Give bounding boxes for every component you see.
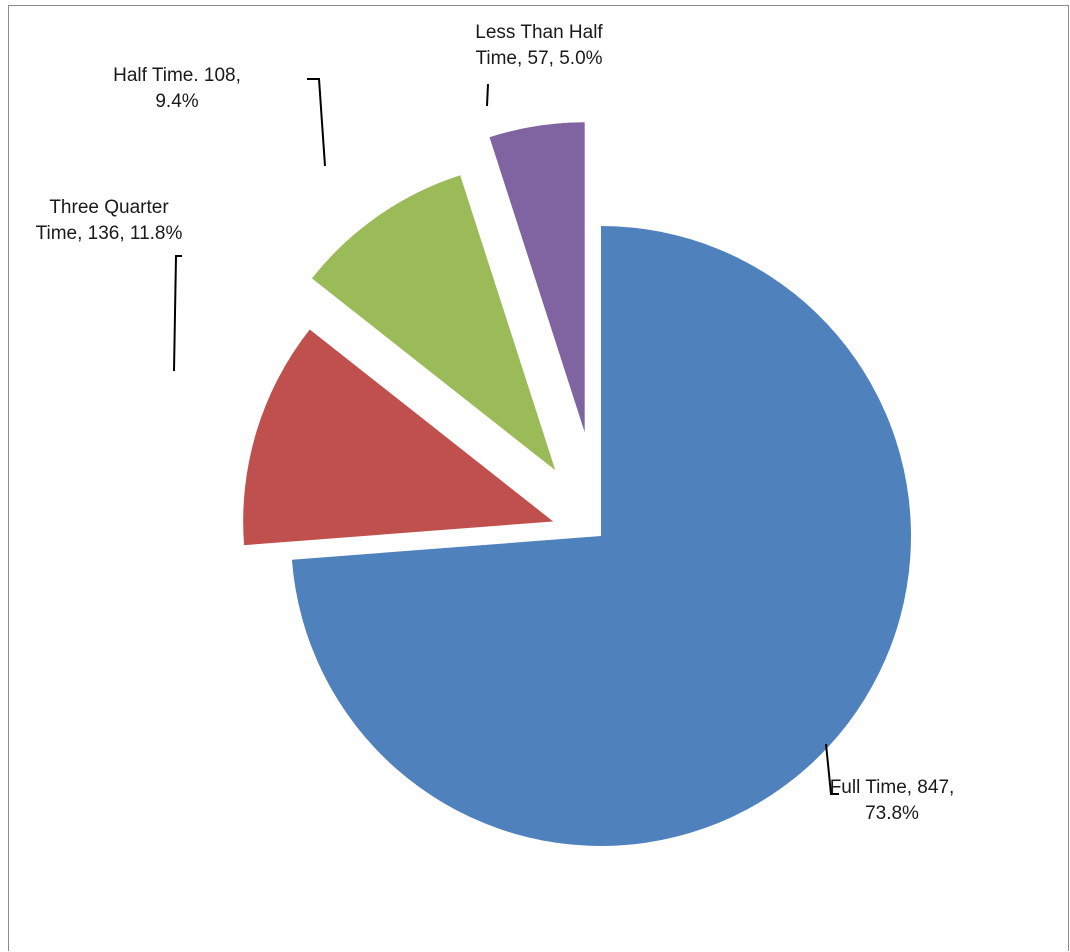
pie-slice-three-quarter-time bbox=[243, 329, 554, 546]
data-label-line: Time, 57, 5.0% bbox=[475, 48, 602, 69]
data-label-line: Time, 136, 11.8% bbox=[36, 223, 183, 244]
data-label-half-time: Half Time. 108, 9.4% bbox=[113, 65, 241, 112]
leader-line-three-quarter-time bbox=[173, 255, 182, 372]
data-label-line: Less Than Half bbox=[475, 22, 603, 43]
leader-line-less-than-half-time bbox=[486, 83, 489, 107]
leader-line-half-time bbox=[307, 78, 326, 167]
data-label-full-time: Full Time, 847, 73.8% bbox=[830, 777, 955, 824]
data-label-line: 73.8% bbox=[865, 803, 919, 824]
data-label-less-than-half-time: Less Than Half Time, 57, 5.0% bbox=[475, 22, 603, 69]
data-label-line: 9.4% bbox=[155, 91, 198, 112]
pie-slice-less-than-half-time bbox=[489, 122, 585, 433]
chart-area: Full Time, 847, 73.8% Three Quarter Time, 1… bbox=[8, 5, 1069, 951]
pie-chart: Full Time, 847, 73.8% Three Quarter Time, 1… bbox=[36, 22, 955, 846]
data-label-line: Full Time, 847, bbox=[830, 777, 955, 798]
pie-slice-full-time bbox=[291, 226, 912, 846]
leader-line-full-time bbox=[825, 743, 839, 795]
pie-slice-half-time bbox=[311, 175, 556, 471]
data-label-three-quarter-time: Three Quarter Time, 136, 11.8% bbox=[36, 197, 183, 244]
data-label-line: Three Quarter bbox=[49, 197, 169, 218]
data-label-line: Half Time. 108, bbox=[113, 65, 241, 86]
